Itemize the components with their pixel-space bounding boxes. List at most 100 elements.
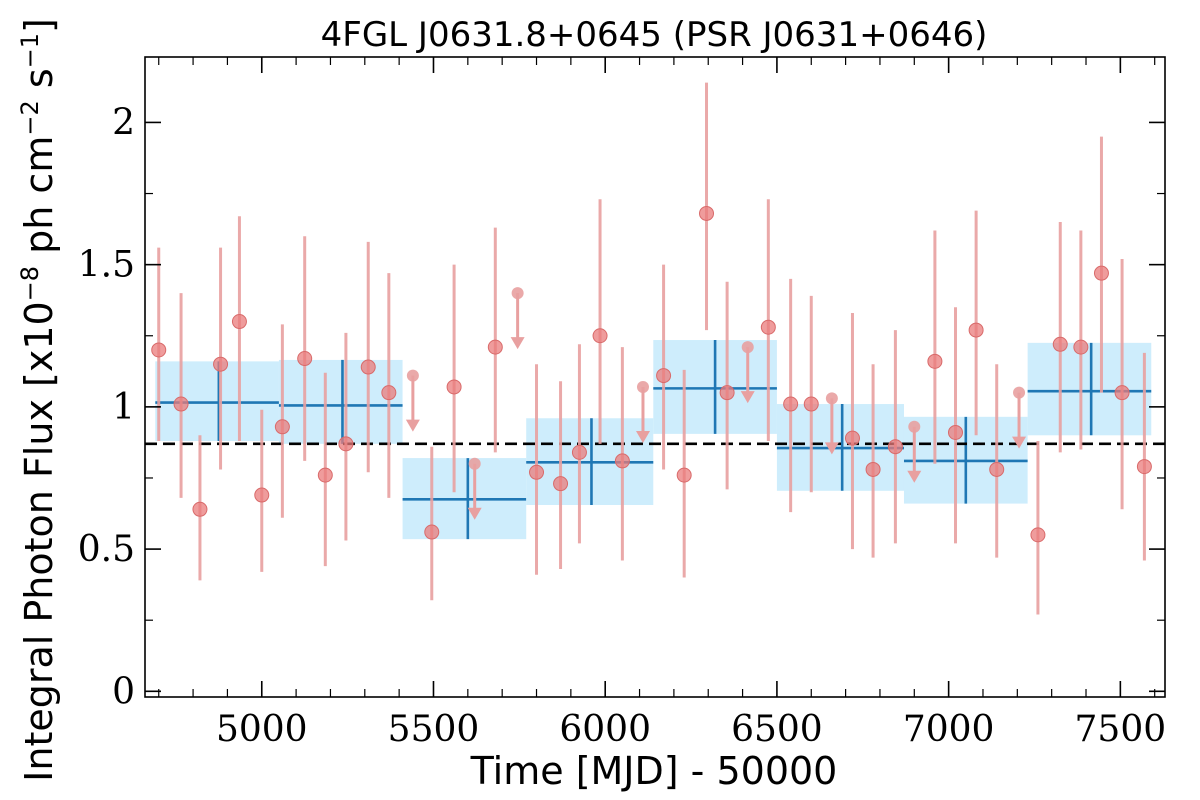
data-point-30 bbox=[927, 230, 943, 464]
point-marker bbox=[173, 396, 189, 412]
data-point-9 bbox=[338, 332, 354, 541]
upper-limit-0 bbox=[405, 369, 420, 432]
y-tick-label: 0.5 bbox=[78, 529, 135, 570]
point-marker bbox=[571, 444, 587, 460]
data-point-2 bbox=[192, 435, 208, 581]
point-marker bbox=[553, 476, 569, 492]
point-marker bbox=[192, 501, 208, 517]
point-marker bbox=[699, 205, 715, 221]
y-label-exp-3: −1 bbox=[16, 33, 44, 68]
upper-limit-arrow bbox=[907, 470, 922, 483]
data-point-25 bbox=[783, 278, 799, 513]
data-point-7 bbox=[297, 236, 313, 461]
point-marker bbox=[719, 385, 735, 401]
upper-limit-marker bbox=[468, 457, 481, 470]
point-marker bbox=[1136, 459, 1152, 475]
upper-limit-1 bbox=[467, 457, 482, 520]
point-marker bbox=[1114, 385, 1130, 401]
y-axis-label: Integral Photon Flux [x10−8 ph cm−2 s−1] bbox=[16, 18, 61, 782]
data-point-12 bbox=[424, 446, 440, 601]
point-marker bbox=[844, 430, 860, 446]
point-marker bbox=[927, 353, 943, 369]
data-point-32 bbox=[968, 210, 984, 436]
upper-limit-marker bbox=[406, 369, 419, 382]
y-tick-label: 2 bbox=[112, 102, 135, 143]
upper-limit-7 bbox=[1012, 386, 1027, 449]
data-point-11 bbox=[381, 273, 397, 498]
upper-limit-marker bbox=[908, 420, 921, 433]
data-point-33 bbox=[989, 364, 1005, 558]
upper-limit-marker bbox=[1013, 386, 1026, 399]
point-marker bbox=[614, 453, 630, 469]
data-point-3 bbox=[213, 247, 229, 470]
data-point-26 bbox=[803, 295, 819, 493]
point-marker bbox=[381, 385, 397, 401]
data-point-22 bbox=[699, 82, 715, 331]
point-marker bbox=[865, 461, 881, 477]
x-axis-label: Time [MJD] - 50000 bbox=[470, 749, 838, 793]
bin-6 bbox=[903, 416, 1028, 504]
data-point-1 bbox=[173, 293, 189, 498]
data-point-14 bbox=[487, 227, 503, 453]
point-marker bbox=[1052, 336, 1068, 352]
upper-limit-marker bbox=[511, 287, 524, 300]
y-tick-label: 0 bbox=[112, 671, 135, 712]
data-point-31 bbox=[948, 307, 964, 544]
point-marker bbox=[231, 314, 247, 330]
point-marker bbox=[1093, 265, 1109, 281]
upper-limit-marker bbox=[741, 341, 754, 354]
x-tick-label: 5000 bbox=[216, 709, 308, 750]
data-point-38 bbox=[1114, 258, 1130, 510]
point-marker bbox=[297, 351, 313, 367]
x-tick-label: 5500 bbox=[388, 709, 480, 750]
point-marker bbox=[948, 424, 964, 440]
chart-title: 4FGL J0631.8+0645 (PSR J0631+0646) bbox=[321, 15, 988, 55]
point-marker bbox=[803, 396, 819, 412]
point-marker bbox=[487, 339, 503, 355]
upper-limit-6 bbox=[907, 420, 922, 483]
bins-layer bbox=[155, 340, 1152, 540]
data-point-29 bbox=[887, 330, 903, 544]
y-label-part-1: Integral Photon Flux [x10 bbox=[17, 301, 61, 782]
point-marker bbox=[968, 322, 984, 338]
point-marker bbox=[360, 359, 376, 375]
point-marker bbox=[317, 467, 333, 483]
data-point-34 bbox=[1030, 441, 1046, 615]
data-point-16 bbox=[553, 381, 569, 569]
plot-frame bbox=[144, 56, 1166, 698]
point-marker bbox=[783, 396, 799, 412]
upper-limit-marker bbox=[825, 392, 838, 405]
bin-1 bbox=[278, 359, 403, 444]
x-tick-label: 7500 bbox=[1075, 709, 1167, 750]
point-marker bbox=[151, 342, 167, 358]
x-tick-label: 7000 bbox=[903, 709, 995, 750]
point-marker bbox=[254, 487, 270, 503]
data-point-37 bbox=[1093, 136, 1109, 393]
bin-7 bbox=[1027, 342, 1152, 436]
data-point-27 bbox=[844, 313, 860, 550]
point-marker bbox=[1073, 339, 1089, 355]
point-marker bbox=[1030, 527, 1046, 543]
point-marker bbox=[424, 524, 440, 540]
x-tick-label: 6000 bbox=[559, 709, 651, 750]
bin-3 bbox=[526, 418, 654, 505]
data-point-8 bbox=[317, 372, 333, 567]
y-tick-label: 1 bbox=[112, 387, 135, 428]
data-point-28 bbox=[865, 364, 881, 558]
point-marker bbox=[274, 419, 290, 435]
upper-limit-4 bbox=[740, 341, 755, 404]
data-point-18 bbox=[592, 199, 608, 444]
upper-limit-arrow bbox=[824, 442, 839, 455]
bin-uncertainty-band bbox=[278, 359, 403, 444]
data-point-15 bbox=[529, 364, 545, 575]
point-marker bbox=[529, 464, 545, 480]
data-point-19 bbox=[614, 347, 630, 561]
data-point-23 bbox=[719, 281, 735, 490]
x-tick-label: 6500 bbox=[731, 709, 823, 750]
upper-limit-arrow bbox=[405, 419, 420, 432]
y-label-part-3: s bbox=[17, 68, 61, 100]
upper-limit-arrow bbox=[510, 337, 525, 350]
bin-5 bbox=[776, 404, 904, 491]
upper-limit-arrow bbox=[635, 430, 650, 443]
